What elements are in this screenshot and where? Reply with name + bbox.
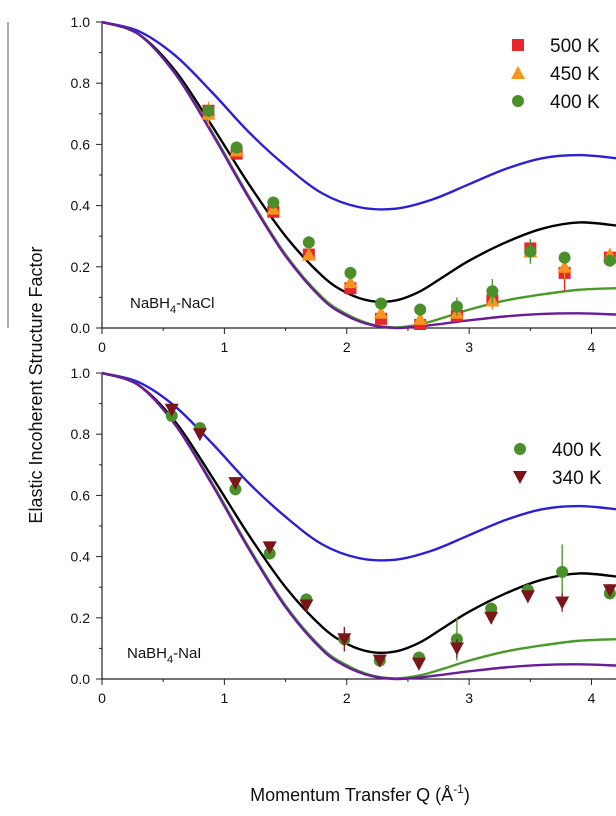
- x-axis-title: Momentum Transfer Q (Å-1): [250, 782, 470, 805]
- data-point: [603, 254, 616, 267]
- legend: 500 K 450 K 400 K: [511, 36, 600, 113]
- data-point: [164, 403, 179, 417]
- data-point: [520, 590, 535, 604]
- model-curve: [102, 20, 616, 304]
- data-point: [374, 305, 389, 319]
- data-point: [262, 541, 277, 555]
- data-point: [450, 300, 463, 313]
- y-tick-label: 0.8: [71, 426, 91, 442]
- data-point: [555, 596, 570, 610]
- x-tick-label: 1: [220, 690, 228, 706]
- data-point: [602, 584, 616, 598]
- data-point: [372, 654, 387, 668]
- legend-marker: [514, 443, 526, 455]
- data-point: [449, 642, 464, 656]
- model-curve: [102, 20, 616, 330]
- data-point: [556, 565, 569, 578]
- x-tick-label: 4: [588, 690, 596, 706]
- data-point: [202, 104, 215, 117]
- y-tick-label: 0.4: [71, 198, 91, 214]
- legend-label: 340 K: [552, 468, 602, 489]
- model-curve: [102, 20, 616, 211]
- data-point: [558, 251, 571, 264]
- data-point: [484, 611, 499, 625]
- panel-nacl: 0.0 0.2 0.4 0.6 0.8 1.0 0 1 2 3 4 500 K 450 K 400 K Na…: [71, 14, 616, 355]
- model-curve: [102, 371, 616, 562]
- data-point: [411, 657, 426, 671]
- data-point: [557, 259, 572, 273]
- data-point: [302, 236, 315, 249]
- data-point: [485, 602, 498, 615]
- data-point: [343, 275, 358, 289]
- y-tick-label: 0.0: [71, 320, 91, 336]
- x-tick-label: 0: [98, 339, 106, 355]
- panel-nai: 0.0 0.2 0.4 0.6 0.8 1.0 0 1 2 3 4 400 K 340 K NaBH4-N…: [71, 365, 616, 706]
- legend-marker: [512, 39, 524, 51]
- legend-marker: [512, 95, 524, 107]
- data-point: [192, 428, 207, 442]
- model-curve: [102, 20, 616, 329]
- x-tick-label: 0: [98, 690, 106, 706]
- data-point: [267, 196, 280, 209]
- data-point: [230, 141, 243, 154]
- legend-label: 400 K: [550, 92, 600, 113]
- x-tick-label: 2: [343, 690, 351, 706]
- data-point: [337, 633, 352, 647]
- y-axis-title: Elastic Incoherent Structure Factor: [26, 246, 46, 523]
- x-tick-label: 3: [465, 339, 473, 355]
- y-tick-label: 0.8: [71, 75, 91, 91]
- y-tick-label: 0.4: [71, 549, 91, 565]
- y-tick-label: 1.0: [71, 365, 91, 381]
- legend-label: 450 K: [550, 64, 600, 85]
- legend-label: 400 K: [552, 440, 602, 461]
- data-point: [524, 245, 537, 258]
- axes: 0.0 0.2 0.4 0.6 0.8 1.0 0 1 2 3 4: [71, 365, 616, 706]
- data-point: [486, 285, 499, 298]
- legend-marker: [513, 471, 527, 484]
- data-point: [228, 477, 243, 491]
- data-point: [301, 247, 316, 261]
- y-tick-label: 0.6: [71, 487, 91, 503]
- y-tick-label: 1.0: [71, 14, 91, 30]
- model-curves: [102, 371, 616, 681]
- data-series: [201, 101, 616, 330]
- x-tick-label: 2: [343, 339, 351, 355]
- y-tick-label: 0.0: [71, 671, 91, 687]
- panel-annotation: NaBH4-NaI: [127, 645, 201, 666]
- axes: 0.0 0.2 0.4 0.6 0.8 1.0 0 1 2 3 4: [71, 14, 616, 355]
- shared-axis-labels: Elastic Incoherent Structure Factor Momen…: [7, 22, 470, 805]
- x-tick-label: 3: [465, 690, 473, 706]
- x-tick-label: 1: [220, 339, 228, 355]
- x-tick-label: 4: [588, 339, 596, 355]
- data-point: [413, 311, 428, 325]
- legend-marker: [511, 66, 525, 79]
- panel-annotation: NaBH4-NaCl: [130, 295, 214, 316]
- model-curve: [102, 371, 616, 655]
- data-point: [375, 297, 388, 310]
- legend: 400 K 340 K: [513, 440, 602, 489]
- model-curve: [102, 371, 616, 681]
- y-tick-label: 0.2: [71, 610, 91, 626]
- y-tick-label: 0.2: [71, 259, 91, 275]
- data-series: [164, 403, 616, 671]
- legend-label: 500 K: [550, 36, 600, 57]
- model-curves: [102, 20, 616, 330]
- y-tick-label: 0.6: [71, 136, 91, 152]
- data-point: [344, 266, 357, 279]
- data-point: [414, 303, 427, 316]
- model-curve: [102, 371, 616, 680]
- data-point: [299, 599, 314, 613]
